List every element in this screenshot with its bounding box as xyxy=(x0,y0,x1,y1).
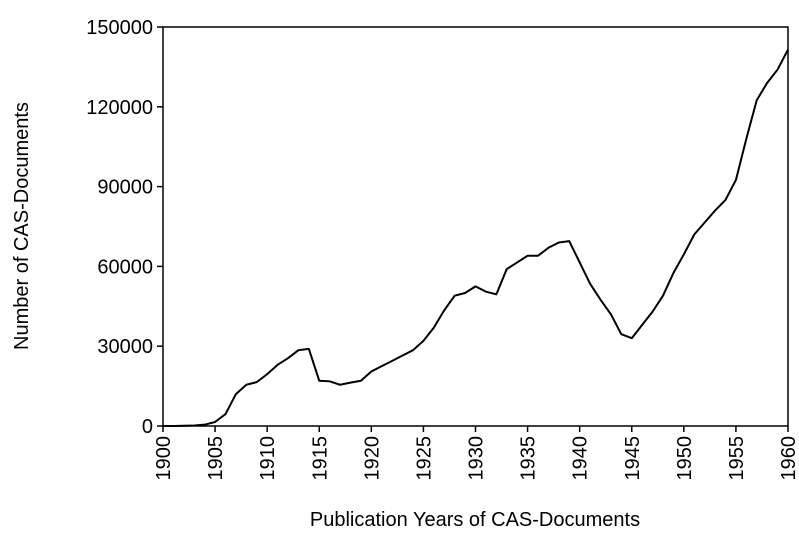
y-tick-label: 150000 xyxy=(86,17,153,39)
x-tick-label: 1900 xyxy=(153,436,175,481)
y-tick-label: 90000 xyxy=(97,177,153,199)
x-tick-label: 1960 xyxy=(778,436,799,481)
data-line xyxy=(163,49,789,427)
y-tick-label: 30000 xyxy=(97,336,153,358)
plot-frame xyxy=(162,26,789,427)
x-tick-label: 1920 xyxy=(361,436,383,481)
y-tick-label: 60000 xyxy=(97,256,153,278)
x-tick-label: 1915 xyxy=(309,436,331,481)
y-axis-label: Number of CAS-Documents xyxy=(11,102,33,350)
x-tick-label: 1905 xyxy=(205,436,227,481)
x-tick-label: 1925 xyxy=(413,436,435,481)
x-tick-label: 1930 xyxy=(466,436,488,481)
x-tick-label: 1950 xyxy=(674,436,696,481)
y-tick-label: 0 xyxy=(142,416,153,438)
y-tick-label: 120000 xyxy=(86,97,153,119)
x-tick-label: 1945 xyxy=(622,436,644,481)
x-tick-label: 1940 xyxy=(570,436,592,481)
x-tick-label: 1910 xyxy=(257,436,279,481)
x-tick-label: 1935 xyxy=(518,436,540,481)
x-axis-label: Publication Years of CAS-Documents xyxy=(310,509,640,531)
x-tick-label: 1955 xyxy=(726,436,748,481)
